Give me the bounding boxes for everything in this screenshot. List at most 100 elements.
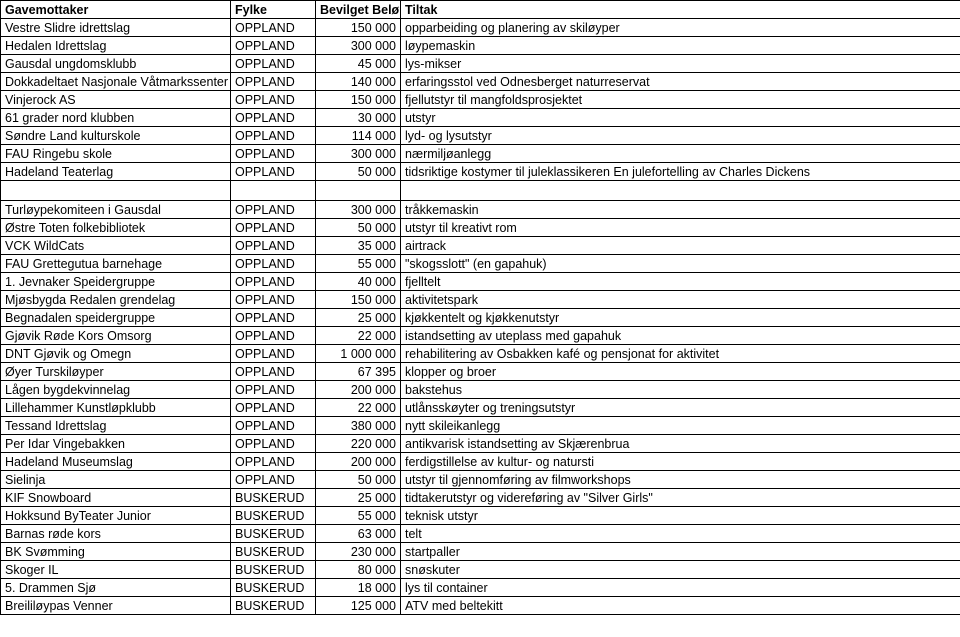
- cell-measure: snøskuter: [401, 561, 960, 579]
- cell-measure: antikvarisk istandsetting av Skjærenbrua: [401, 435, 960, 453]
- cell-measure: teknisk utstyr: [401, 507, 960, 525]
- table-row: VCK WildCatsOPPLAND35 000airtrack: [1, 237, 960, 255]
- cell-county: OPPLAND: [231, 363, 316, 381]
- table-row: Tessand IdrettslagOPPLAND380 000nytt ski…: [1, 417, 960, 435]
- cell-recipient: Barnas røde kors: [1, 525, 231, 543]
- cell-amount: 230 000: [316, 543, 401, 561]
- cell-county: OPPLAND: [231, 55, 316, 73]
- cell-amount: 30 000: [316, 109, 401, 127]
- cell-measure: tråkkemaskin: [401, 201, 960, 219]
- col-county: Fylke: [231, 1, 316, 19]
- table-row: FAU Grettegutua barnehageOPPLAND55 000"s…: [1, 255, 960, 273]
- table-row: Barnas røde korsBUSKERUD63 000telt: [1, 525, 960, 543]
- cell-recipient: Breililøypas Venner: [1, 597, 231, 615]
- cell-recipient: Østre Toten folkebibliotek: [1, 219, 231, 237]
- cell-recipient: Gausdal ungdomsklubb: [1, 55, 231, 73]
- spacer-cell: [1, 181, 231, 201]
- cell-recipient: Begnadalen speidergruppe: [1, 309, 231, 327]
- grants-table: Gavemottaker Fylke Bevilget Beløp Tiltak…: [0, 0, 960, 615]
- cell-recipient: Lillehammer Kunstløpklubb: [1, 399, 231, 417]
- cell-measure: nærmiljøanlegg: [401, 145, 960, 163]
- cell-measure: opparbeiding og planering av skiløyper: [401, 19, 960, 37]
- cell-county: OPPLAND: [231, 309, 316, 327]
- cell-measure: rehabilitering av Osbakken kafé og pensj…: [401, 345, 960, 363]
- cell-measure: airtrack: [401, 237, 960, 255]
- cell-county: BUSKERUD: [231, 597, 316, 615]
- spacer-cell: [231, 181, 316, 201]
- cell-recipient: 61 grader nord klubben: [1, 109, 231, 127]
- cell-county: OPPLAND: [231, 381, 316, 399]
- cell-county: OPPLAND: [231, 163, 316, 181]
- cell-amount: 200 000: [316, 381, 401, 399]
- table-row: Breililøypas VennerBUSKERUD125 000ATV me…: [1, 597, 960, 615]
- cell-county: OPPLAND: [231, 91, 316, 109]
- cell-measure: lys til container: [401, 579, 960, 597]
- cell-recipient: FAU Ringebu skole: [1, 145, 231, 163]
- cell-county: OPPLAND: [231, 109, 316, 127]
- cell-county: OPPLAND: [231, 219, 316, 237]
- cell-county: OPPLAND: [231, 399, 316, 417]
- table-row: 5. Drammen SjøBUSKERUD18 000lys til cont…: [1, 579, 960, 597]
- cell-county: OPPLAND: [231, 37, 316, 55]
- table-row: Hokksund ByTeater JuniorBUSKERUD55 000te…: [1, 507, 960, 525]
- table-row: BK SvømmingBUSKERUD230 000startpaller: [1, 543, 960, 561]
- cell-county: OPPLAND: [231, 237, 316, 255]
- cell-recipient: KIF Snowboard: [1, 489, 231, 507]
- table-row: 1. Jevnaker SpeidergruppeOPPLAND40 000fj…: [1, 273, 960, 291]
- table-row: Gjøvik Røde Kors OmsorgOPPLAND22 000ista…: [1, 327, 960, 345]
- cell-measure: "skogsslott" (en gapahuk): [401, 255, 960, 273]
- cell-amount: 150 000: [316, 291, 401, 309]
- cell-measure: aktivitetspark: [401, 291, 960, 309]
- cell-amount: 67 395: [316, 363, 401, 381]
- table-row: DNT Gjøvik og OmegnOPPLAND1 000 000rehab…: [1, 345, 960, 363]
- cell-recipient: VCK WildCats: [1, 237, 231, 255]
- cell-amount: 220 000: [316, 435, 401, 453]
- cell-county: BUSKERUD: [231, 489, 316, 507]
- cell-measure: ATV med beltekitt: [401, 597, 960, 615]
- table-row: Lågen bygdekvinnelagOPPLAND200 000bakste…: [1, 381, 960, 399]
- cell-measure: utstyr: [401, 109, 960, 127]
- table-row: KIF SnowboardBUSKERUD25 000tidtakerutsty…: [1, 489, 960, 507]
- cell-county: OPPLAND: [231, 73, 316, 91]
- cell-amount: 150 000: [316, 91, 401, 109]
- cell-recipient: Hadeland Museumslag: [1, 453, 231, 471]
- cell-amount: 25 000: [316, 489, 401, 507]
- cell-recipient: DNT Gjøvik og Omegn: [1, 345, 231, 363]
- cell-amount: 114 000: [316, 127, 401, 145]
- cell-measure: lyd- og lysutstyr: [401, 127, 960, 145]
- table-row: Dokkadeltaet Nasjonale VåtmarkssenterOPP…: [1, 73, 960, 91]
- cell-amount: 300 000: [316, 37, 401, 55]
- table-row: Turløypekomiteen i GausdalOPPLAND300 000…: [1, 201, 960, 219]
- cell-measure: fjelltelt: [401, 273, 960, 291]
- cell-county: OPPLAND: [231, 255, 316, 273]
- spacer-cell: [401, 181, 960, 201]
- table-row: Mjøsbygda Redalen grendelagOPPLAND150 00…: [1, 291, 960, 309]
- cell-amount: 380 000: [316, 417, 401, 435]
- cell-county: OPPLAND: [231, 435, 316, 453]
- cell-measure: løypemaskin: [401, 37, 960, 55]
- cell-county: OPPLAND: [231, 471, 316, 489]
- cell-county: BUSKERUD: [231, 507, 316, 525]
- cell-measure: istandsetting av uteplass med gapahuk: [401, 327, 960, 345]
- cell-amount: 50 000: [316, 219, 401, 237]
- table-row: Vestre Slidre idrettslagOPPLAND150 000op…: [1, 19, 960, 37]
- cell-amount: 300 000: [316, 145, 401, 163]
- cell-county: OPPLAND: [231, 127, 316, 145]
- table-row: Øyer TurskiløyperOPPLAND67 395klopper og…: [1, 363, 960, 381]
- cell-amount: 40 000: [316, 273, 401, 291]
- cell-amount: 22 000: [316, 399, 401, 417]
- cell-county: OPPLAND: [231, 327, 316, 345]
- cell-recipient: Hokksund ByTeater Junior: [1, 507, 231, 525]
- cell-county: BUSKERUD: [231, 561, 316, 579]
- cell-county: OPPLAND: [231, 345, 316, 363]
- cell-amount: 150 000: [316, 19, 401, 37]
- cell-amount: 1 000 000: [316, 345, 401, 363]
- cell-amount: 63 000: [316, 525, 401, 543]
- cell-amount: 300 000: [316, 201, 401, 219]
- cell-recipient: Gjøvik Røde Kors Omsorg: [1, 327, 231, 345]
- table-row: SielinjaOPPLAND50 000utstyr til gjennomf…: [1, 471, 960, 489]
- cell-measure: startpaller: [401, 543, 960, 561]
- cell-measure: utstyr til gjennomføring av filmworkshop…: [401, 471, 960, 489]
- cell-amount: 50 000: [316, 163, 401, 181]
- table-row: Lillehammer KunstløpklubbOPPLAND22 000ut…: [1, 399, 960, 417]
